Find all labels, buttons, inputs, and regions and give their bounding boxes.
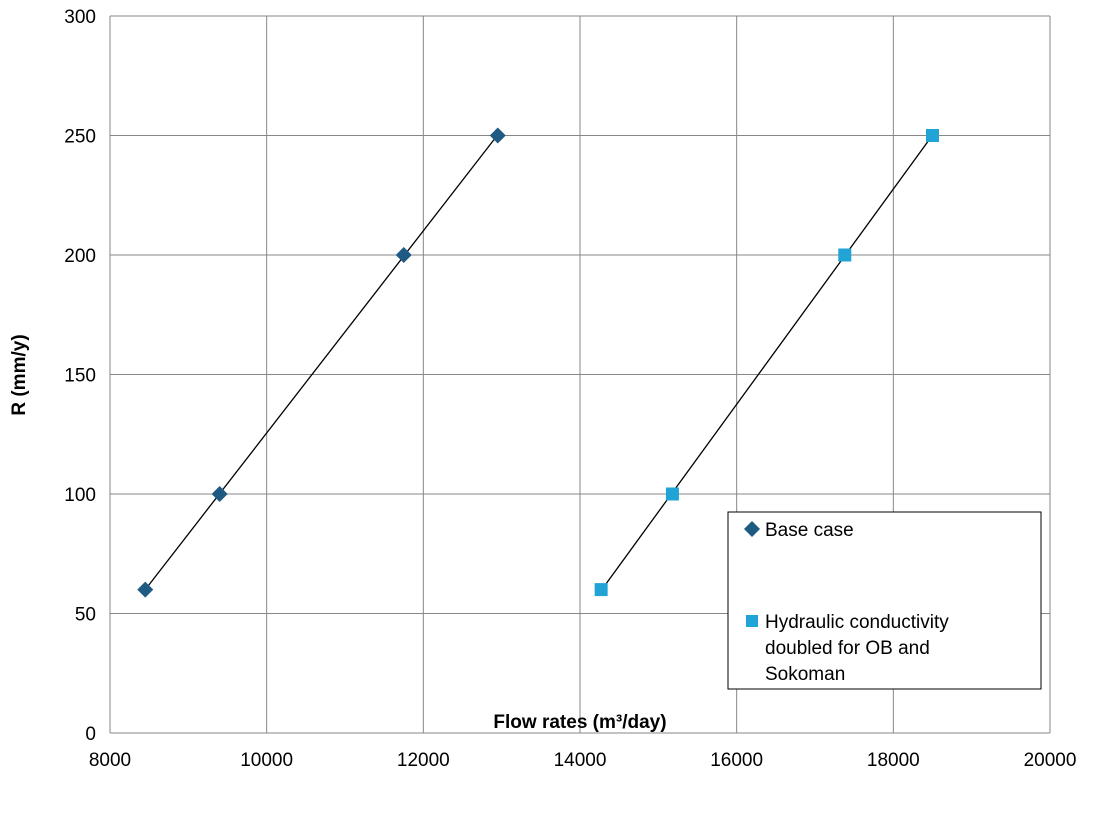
x-tick-label: 16000 [710,750,763,771]
x-axis-title: Flow rates (m³/day) [493,712,666,733]
x-tick-label: 18000 [867,750,920,771]
legend-label-series-2: doubled for OB and [765,638,930,659]
data-points [137,127,939,598]
data-point-series-1 [211,486,228,502]
legend-label-series-2: Hydraulic conductivity [765,612,949,633]
x-tick-label: 8000 [89,750,131,771]
x-tick-label: 12000 [397,750,450,771]
data-point-series-2 [594,583,608,597]
grid [109,15,1051,734]
data-point-series-1 [395,247,412,263]
legend-label-series-2: Sokoman [765,664,845,685]
x-tick-label: 14000 [554,750,607,771]
y-tick-label: 50 [75,605,96,626]
data-point-series-2 [838,248,852,262]
y-tick-label: 250 [64,127,96,148]
x-tick-label: 10000 [240,750,293,771]
data-point-series-2 [665,487,679,501]
y-tick-label: 300 [64,7,96,28]
legend: Base case Hydraulic conductivity doubled f… [727,511,1042,690]
data-point-series-2 [926,129,939,142]
data-point-series-1 [137,581,154,598]
y-axis-title: R (mm/y) [9,334,30,415]
y-tick-label: 0 [85,724,96,745]
trendline-series-1 [144,135,498,590]
y-tick-label: 200 [64,246,96,267]
x-tick-label: 20000 [1024,750,1077,771]
y-tick-label: 150 [64,366,96,387]
legend-box [727,511,1042,690]
legend-marker-series-1 [744,521,760,537]
data-point-series-1 [489,127,506,144]
trendlines [144,135,933,590]
trendline-series-2 [601,135,933,590]
legend-marker-series-2 [746,615,758,627]
legend-label-series-1: Base case [765,520,854,541]
y-tick-label: 100 [64,485,96,506]
tick-labels: 8000 10000 12000 14000 16000 18000 20000 0 50 100… [64,7,1076,771]
